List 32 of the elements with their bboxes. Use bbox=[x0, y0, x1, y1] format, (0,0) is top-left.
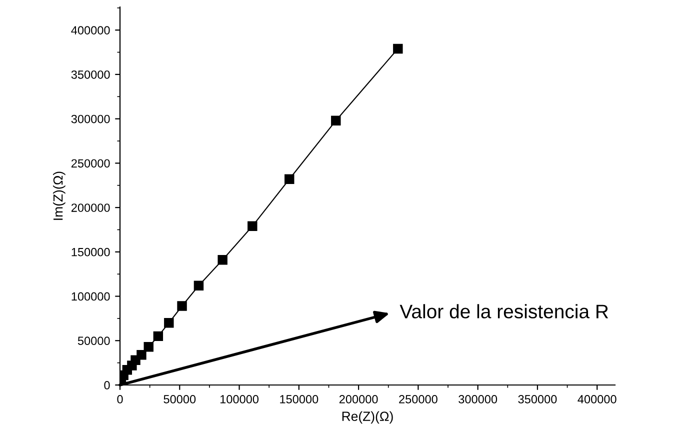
x-tick-label: 100000 bbox=[220, 395, 259, 404]
y-tick-label: 100000 bbox=[72, 292, 110, 301]
y-tick-label: 400000 bbox=[71, 26, 110, 34]
annotation: Valor de la resistencia R bbox=[400, 304, 608, 318]
x-tick-label: 0 bbox=[117, 395, 123, 404]
point bbox=[194, 280, 204, 290]
point bbox=[144, 342, 154, 352]
y-tick-label: 200000 bbox=[71, 204, 110, 212]
x-tick-label: 300000 bbox=[458, 395, 498, 404]
x-axis-title: Re(Z)(Ω) bbox=[342, 411, 393, 424]
y-tick-label: 350000 bbox=[71, 70, 110, 79]
point bbox=[248, 221, 258, 232]
point bbox=[218, 255, 228, 265]
x-tick-label: 400000 bbox=[578, 395, 616, 404]
y-tick-label: 300000 bbox=[71, 114, 110, 124]
point bbox=[393, 44, 403, 54]
point bbox=[164, 318, 174, 328]
point bbox=[136, 350, 146, 360]
y-tick-label: 0 bbox=[104, 381, 110, 390]
y-tick-label: 250000 bbox=[71, 159, 110, 168]
x-tick-label: 150000 bbox=[280, 395, 318, 404]
x-tick-label: 200000 bbox=[339, 395, 378, 404]
x-tick-label: 350000 bbox=[518, 395, 557, 404]
y-axis-title: Im(Z)(Ω) bbox=[53, 172, 66, 220]
x-tick-label: 50000 bbox=[164, 395, 196, 404]
point bbox=[177, 301, 187, 311]
point bbox=[153, 331, 164, 342]
y-tick-label: 150000 bbox=[72, 248, 110, 256]
y-tick-label: 50000 bbox=[78, 336, 110, 346]
x-tick-label: 250000 bbox=[399, 395, 438, 404]
point bbox=[284, 174, 294, 184]
point bbox=[331, 116, 341, 126]
